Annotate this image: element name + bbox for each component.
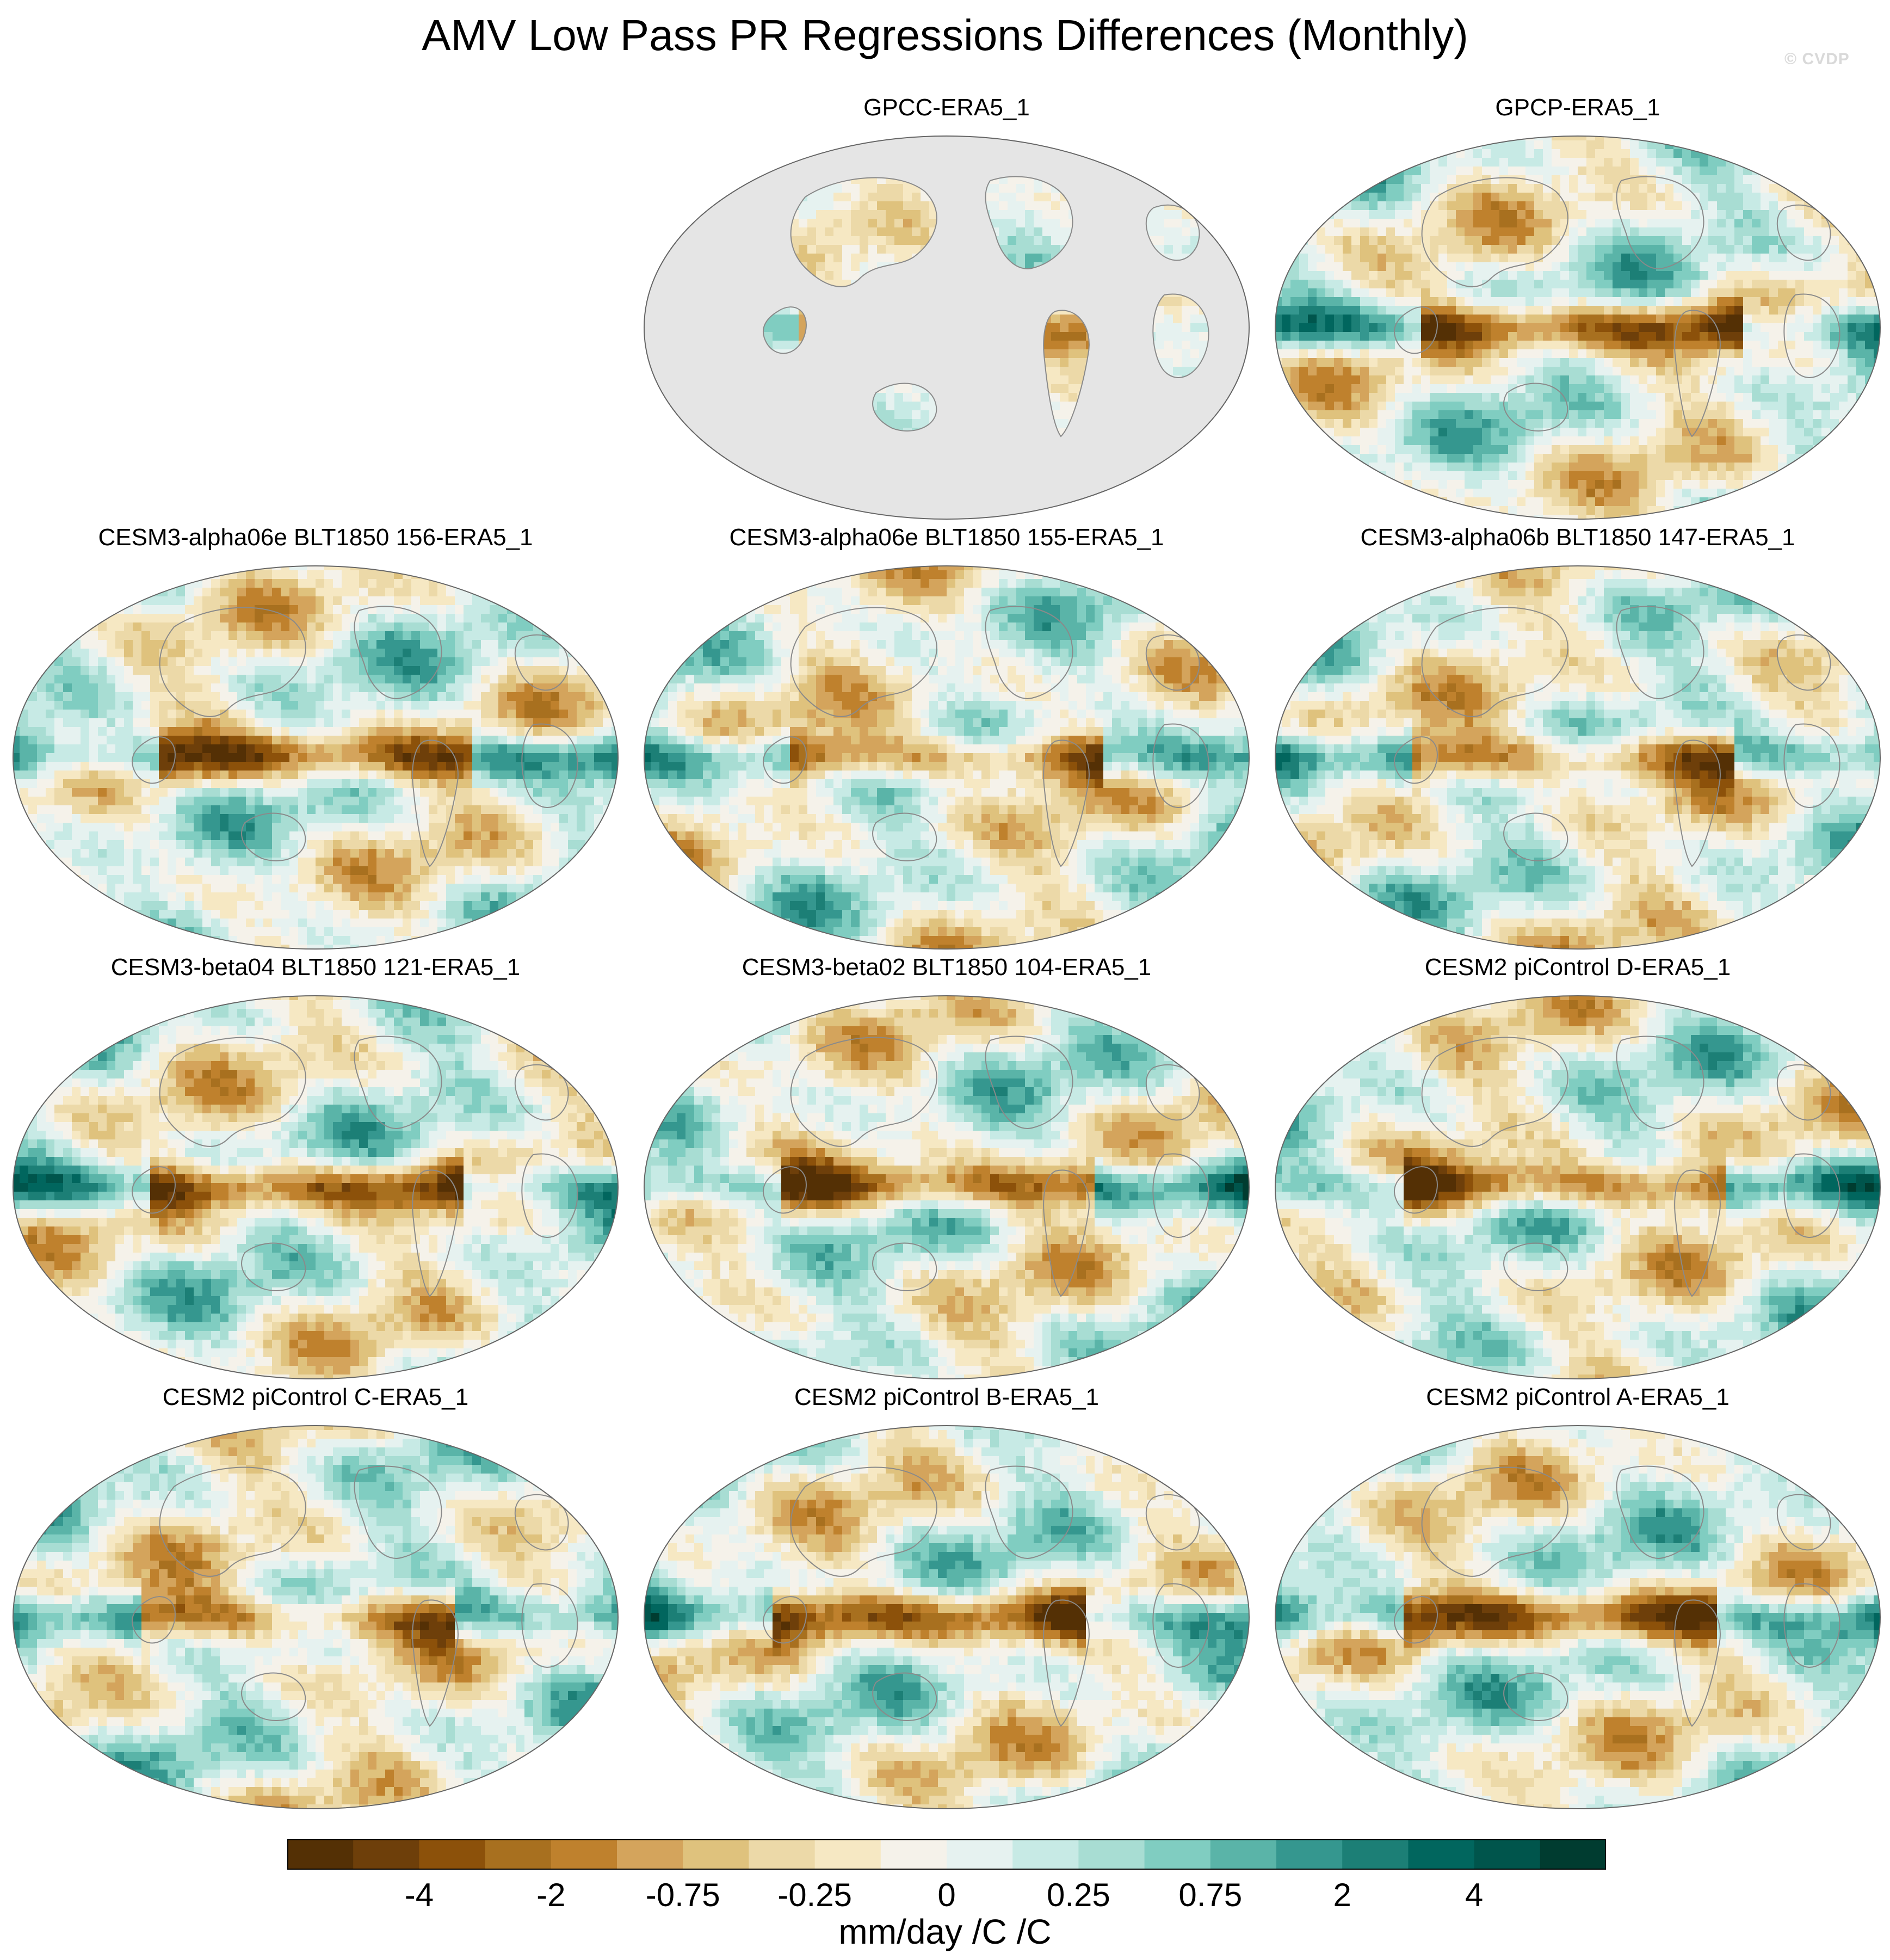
colorbar-swatch <box>749 1839 816 1870</box>
coastlines <box>131 1036 578 1297</box>
map-panel-title: CESM3-beta02 BLT1850 104-ERA5_1 <box>637 952 1257 983</box>
colorbar-swatch <box>419 1839 486 1870</box>
map-panel-title: CESM2 piControl D-ERA5_1 <box>1268 952 1888 983</box>
precip-field <box>1275 1426 1880 1809</box>
colorbar-swatch <box>617 1839 683 1870</box>
colorbar-swatch <box>353 1839 419 1870</box>
map-outline <box>1275 995 1881 1379</box>
map-panel: CESM2 piControl B-ERA5_1 <box>637 1382 1257 1817</box>
map-outline <box>1275 1425 1881 1809</box>
robinson-map <box>644 135 1250 520</box>
colorbar-swatch <box>1408 1839 1475 1870</box>
map-panel-title: CESM3-beta04 BLT1850 121-ERA5_1 <box>5 952 626 983</box>
map-panel-title: CESM3-alpha06e BLT1850 156-ERA5_1 <box>5 522 626 553</box>
robinson-map <box>1275 1425 1881 1809</box>
map-panel: CESM3-alpha06e BLT1850 156-ERA5_1 <box>5 522 626 958</box>
precip-field <box>13 566 618 949</box>
colorbar-tick-label: 2 <box>1333 1876 1351 1914</box>
map-panel-title: CESM2 piControl A-ERA5_1 <box>1268 1382 1888 1413</box>
map-outline <box>1275 135 1881 520</box>
robinson-map <box>1275 565 1881 950</box>
colorbar-swatch <box>551 1839 617 1870</box>
colorbar-tick-label: 0.25 <box>1047 1876 1110 1914</box>
map-outline <box>644 1425 1250 1809</box>
map-panel-title: CESM3-alpha06b BLT1850 147-ERA5_1 <box>1268 522 1888 553</box>
map-panel: CESM3-alpha06b BLT1850 147-ERA5_1 <box>1268 522 1888 958</box>
precip-field <box>13 1426 618 1809</box>
colorbar-swatch <box>1342 1839 1409 1870</box>
robinson-map <box>1275 135 1881 520</box>
colorbar-swatch <box>880 1839 947 1870</box>
colorbar-swatch <box>683 1839 749 1870</box>
colorbar-swatch <box>1078 1839 1145 1870</box>
map-outline <box>1275 565 1881 950</box>
colorbar-swatch <box>814 1839 881 1870</box>
map-panel: CESM3-beta02 BLT1850 104-ERA5_1 <box>637 952 1257 1388</box>
map-panel: CESM2 piControl D-ERA5_1 <box>1268 952 1888 1388</box>
precip-field <box>1275 566 1880 949</box>
colorbar-swatch <box>485 1839 552 1870</box>
colorbar-swatch <box>1210 1839 1277 1870</box>
map-panel: CESM3-beta04 BLT1850 121-ERA5_1 <box>5 952 626 1388</box>
precip-field <box>1275 136 1880 519</box>
precip-field <box>644 996 1249 1379</box>
colorbar-tick-label: -2 <box>536 1876 565 1914</box>
map-panel: GPCC-ERA5_1 <box>637 93 1257 528</box>
colorbar-swatch <box>1012 1839 1079 1870</box>
map-panel: GPCP-ERA5_1 <box>1268 93 1888 528</box>
coastlines <box>1393 176 1840 437</box>
colorbar-tick-label: 4 <box>1465 1876 1483 1914</box>
precip-field <box>644 566 1249 949</box>
coastlines <box>762 606 1209 867</box>
map-outline <box>13 565 619 950</box>
map-outline <box>644 565 1250 950</box>
map-outline <box>644 995 1250 1379</box>
map-panel: CESM3-alpha06e BLT1850 155-ERA5_1 <box>637 522 1257 958</box>
figure-title: AMV Low Pass PR Regressions Differences … <box>0 11 1890 60</box>
map-panel-title: CESM2 piControl C-ERA5_1 <box>5 1382 626 1413</box>
map-outline <box>644 135 1250 520</box>
robinson-map <box>13 565 619 950</box>
cvdp-watermark: © CVDP <box>1784 50 1850 69</box>
precip-field <box>644 1426 1249 1809</box>
map-background <box>644 136 1249 519</box>
map-panel-title: CESM2 piControl B-ERA5_1 <box>637 1382 1257 1413</box>
map-panel: CESM2 piControl A-ERA5_1 <box>1268 1382 1888 1817</box>
map-panel-title: GPCP-ERA5_1 <box>1268 93 1888 123</box>
robinson-map <box>644 1425 1250 1809</box>
robinson-map <box>1275 995 1881 1379</box>
map-panel-title: GPCC-ERA5_1 <box>637 93 1257 123</box>
robinson-map <box>644 565 1250 950</box>
colorbar-tick-label: 0 <box>937 1876 955 1914</box>
colorbar-swatch <box>947 1839 1013 1870</box>
map-panel: CESM2 piControl C-ERA5_1 <box>5 1382 626 1817</box>
colorbar-tick-label: -4 <box>405 1876 434 1914</box>
colorbar-tick-label: -0.75 <box>646 1876 720 1914</box>
colorbar-swatch <box>1474 1839 1541 1870</box>
map-outline <box>13 1425 619 1809</box>
colorbar-units-label: mm/day /C /C <box>0 1911 1890 1952</box>
coastlines <box>762 1036 1209 1297</box>
precip-field <box>13 996 618 1379</box>
colorbar-swatch <box>1144 1839 1211 1870</box>
colorbar-swatch <box>1540 1839 1606 1870</box>
map-outline <box>13 995 619 1379</box>
robinson-map <box>13 1425 619 1809</box>
map-panel-title: CESM3-alpha06e BLT1850 155-ERA5_1 <box>637 522 1257 553</box>
robinson-map <box>644 995 1250 1379</box>
colorbar <box>287 1839 1606 1870</box>
coastlines <box>762 1465 1209 1727</box>
colorbar-tick-label: 0.75 <box>1178 1876 1242 1914</box>
colorbar-tick-label: -0.25 <box>777 1876 852 1914</box>
precip-field <box>1275 996 1880 1379</box>
robinson-map <box>13 995 619 1379</box>
colorbar-swatch <box>1276 1839 1343 1870</box>
colorbar-swatch <box>287 1839 354 1870</box>
